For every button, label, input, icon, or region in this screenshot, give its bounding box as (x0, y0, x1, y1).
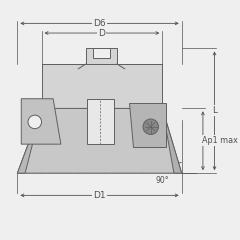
Circle shape (143, 119, 158, 134)
Text: D6: D6 (93, 19, 106, 28)
Circle shape (28, 115, 42, 129)
Polygon shape (17, 108, 182, 173)
Polygon shape (93, 48, 110, 58)
Polygon shape (17, 108, 42, 173)
Polygon shape (87, 99, 114, 144)
Text: D1: D1 (93, 191, 106, 200)
Text: 90°: 90° (156, 176, 169, 185)
Polygon shape (162, 108, 182, 173)
Polygon shape (128, 103, 166, 147)
Polygon shape (21, 99, 61, 144)
Polygon shape (86, 48, 117, 64)
Polygon shape (42, 64, 162, 108)
Text: L: L (212, 106, 217, 115)
Text: D: D (98, 29, 105, 37)
Text: Ap1 max: Ap1 max (202, 136, 238, 145)
